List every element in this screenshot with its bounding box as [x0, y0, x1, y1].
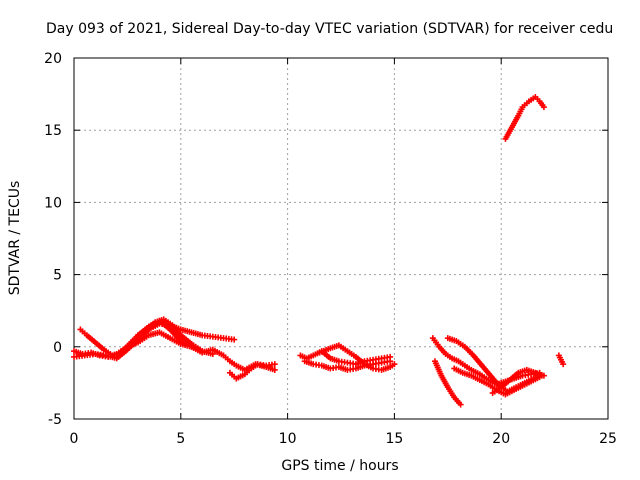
axis-ticks: 0 5 10 15 20 25 -5 0 5 10 15 20 — [44, 51, 617, 447]
x-tick-label: 0 — [70, 431, 79, 447]
x-tick-label: 20 — [492, 431, 510, 447]
data-point — [387, 358, 394, 365]
y-tick-label: 5 — [53, 268, 62, 284]
data-point — [560, 361, 567, 368]
x-tick-label: 25 — [599, 431, 617, 447]
x-axis-label: GPS time / hours — [281, 458, 398, 474]
x-tick-label: 10 — [279, 431, 297, 447]
y-tick-label: 20 — [44, 51, 62, 67]
y-tick-label: -5 — [48, 412, 62, 428]
data-point — [391, 361, 398, 368]
chart-title: Day 093 of 2021, Sidereal Day-to-day VTE… — [46, 21, 613, 37]
y-axis-label: SDTVAR / TECUs — [7, 181, 23, 296]
plot-border — [73, 57, 609, 420]
data-point — [271, 366, 278, 373]
x-tick-label: 15 — [385, 431, 403, 447]
data-point — [540, 372, 547, 379]
data-point — [457, 401, 464, 408]
data-point — [271, 361, 278, 368]
data-point — [540, 104, 547, 111]
x-tick-label: 5 — [176, 431, 185, 447]
y-tick-label: 0 — [53, 340, 62, 356]
y-tick-label: 10 — [44, 195, 62, 211]
y-tick-label: 15 — [44, 123, 62, 139]
plot-frame — [73, 57, 609, 420]
data-points — [71, 93, 567, 408]
data-point — [231, 336, 238, 343]
